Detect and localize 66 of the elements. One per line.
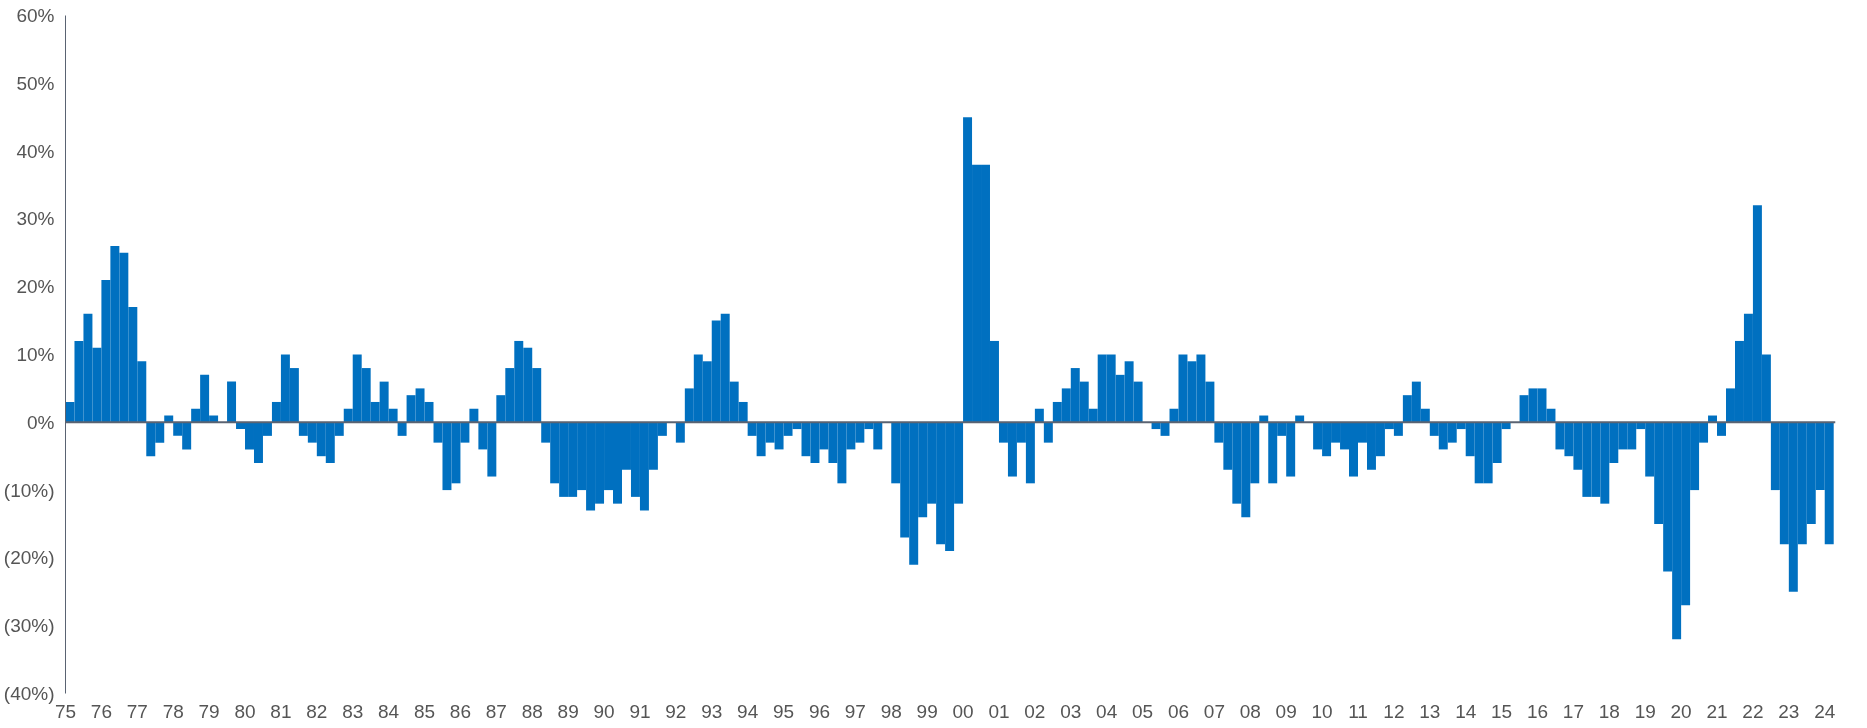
x-tick-label: 75 xyxy=(54,700,77,722)
y-tick-label: 50% xyxy=(16,72,55,94)
bar xyxy=(227,381,237,423)
x-tick-label: 08 xyxy=(1239,700,1261,722)
x-tick-label: 23 xyxy=(1778,700,1800,722)
x-tick-label: 06 xyxy=(1167,700,1190,722)
x-tick-label: 92 xyxy=(665,700,687,722)
x-tick-label: 20 xyxy=(1670,700,1692,722)
x-tick-label: 77 xyxy=(126,700,148,722)
x-tick-label: 16 xyxy=(1526,700,1549,722)
x-tick-label: 84 xyxy=(378,700,400,722)
x-tick-label: 14 xyxy=(1455,700,1477,722)
x-tick-label: 91 xyxy=(629,700,651,722)
x-tick-label: 87 xyxy=(485,700,507,722)
x-tick-label: 02 xyxy=(1024,700,1046,722)
x-tick-label: 01 xyxy=(988,700,1010,722)
x-tick-label: 89 xyxy=(557,700,579,722)
x-tick-label: 96 xyxy=(808,700,831,722)
x-tick-label: 97 xyxy=(844,700,866,722)
y-tick-label: (10%) xyxy=(3,479,55,501)
x-tick-label: 17 xyxy=(1562,700,1584,722)
x-tick-label: 15 xyxy=(1491,700,1513,722)
y-tick-label: 0% xyxy=(27,411,55,433)
x-tick-label: 83 xyxy=(342,700,364,722)
y-tick-label: (30%) xyxy=(3,615,55,637)
x-tick-label: 18 xyxy=(1598,700,1620,722)
x-tick-label: 13 xyxy=(1419,700,1441,722)
y-tick-label: 30% xyxy=(16,208,55,230)
x-tick-label: 93 xyxy=(701,700,723,722)
x-tick-label: 19 xyxy=(1634,700,1656,722)
y-tick-label: 10% xyxy=(16,344,55,365)
x-tick-label: 00 xyxy=(952,700,974,722)
bar xyxy=(1043,422,1053,443)
x-tick-label: 94 xyxy=(737,700,759,722)
x-tick-label: 04 xyxy=(1096,700,1118,722)
y-tick-label: 20% xyxy=(16,276,55,298)
x-tick-label: 12 xyxy=(1383,700,1405,722)
y-tick-label: (40%) xyxy=(3,683,55,704)
x-tick-label: 76 xyxy=(90,700,112,722)
x-tick-label: 90 xyxy=(593,700,615,722)
x-tick-label: 80 xyxy=(234,700,256,722)
x-tick-label: 82 xyxy=(306,700,328,722)
x-tick-label: 11 xyxy=(1348,700,1368,722)
x-tick-label: 79 xyxy=(198,700,220,722)
x-tick-label: 03 xyxy=(1060,700,1082,722)
x-tick-label: 85 xyxy=(413,700,436,722)
x-tick-label: 24 xyxy=(1814,700,1836,722)
x-tick-label: 21 xyxy=(1706,700,1728,722)
x-tick-label: 95 xyxy=(772,700,795,722)
x-tick-label: 05 xyxy=(1132,700,1154,722)
y-tick-label: 60% xyxy=(16,5,55,26)
y-tick-label: 40% xyxy=(16,140,55,162)
x-tick-label: 78 xyxy=(162,700,184,722)
bar xyxy=(397,422,407,436)
x-tick-label: 98 xyxy=(880,700,902,722)
y-tick-label: (20%) xyxy=(3,547,55,569)
bar xyxy=(1717,422,1726,436)
x-tick-label: 10 xyxy=(1311,700,1333,722)
x-tick-label: 99 xyxy=(916,700,938,722)
x-tick-label: 86 xyxy=(449,700,471,722)
x-tick-label: 22 xyxy=(1742,700,1764,722)
x-tick-label: 81 xyxy=(270,700,292,722)
x-tick-label: 88 xyxy=(521,700,543,722)
bar xyxy=(675,422,685,443)
x-tick-label: 09 xyxy=(1275,700,1297,722)
x-tick-label: 07 xyxy=(1203,700,1225,722)
